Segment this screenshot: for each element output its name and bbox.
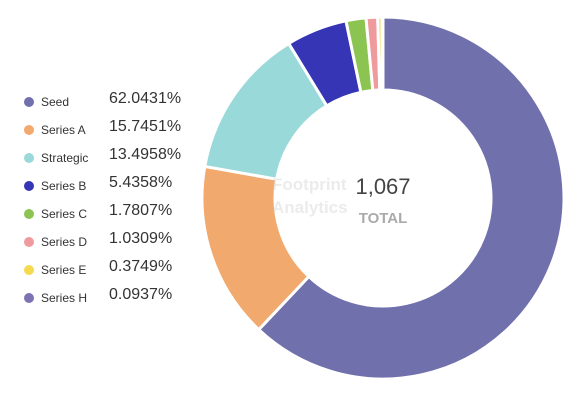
donut-slice-series-h[interactable] bbox=[380, 15, 385, 92]
legend-label: Series A bbox=[41, 123, 86, 137]
legend-dot-icon bbox=[24, 181, 34, 191]
legend-value: 62.0431% bbox=[109, 90, 182, 107]
donut-slices bbox=[200, 15, 566, 381]
legend-value: 5.4358% bbox=[109, 174, 173, 191]
legend-dot-icon bbox=[24, 209, 34, 219]
chart-legend: Seed 62.0431% Series A 15.7451% Strategic 13.… bbox=[22, 88, 212, 312]
donut-slice-seed[interactable] bbox=[257, 15, 566, 381]
legend-value: 13.4958% bbox=[109, 146, 182, 163]
legend-dot-icon bbox=[24, 237, 34, 247]
legend-value: 0.0937% bbox=[109, 286, 173, 303]
legend-value: 1.7807% bbox=[109, 202, 173, 219]
legend-dot-icon bbox=[24, 125, 34, 135]
legend-label: Seed bbox=[41, 95, 70, 109]
legend-item[interactable]: Series B 5.4358% bbox=[22, 172, 212, 200]
legend-item[interactable]: Series C 1.7807% bbox=[22, 200, 212, 228]
watermark-icon bbox=[223, 174, 257, 212]
center-total-value: 1,067 bbox=[355, 174, 410, 199]
legend-label: Series C bbox=[41, 207, 88, 221]
legend-item[interactable]: Series D 1.0309% bbox=[22, 228, 212, 256]
watermark-line1: Footprint bbox=[272, 175, 347, 194]
legend-dot-icon bbox=[24, 153, 34, 163]
center-total-label: TOTAL bbox=[359, 210, 408, 227]
legend-label: Strategic bbox=[41, 151, 89, 165]
watermark-logo: Footprint Analytics bbox=[223, 174, 348, 217]
legend-value: 15.7451% bbox=[109, 118, 182, 135]
legend-item[interactable]: Series E 0.3749% bbox=[22, 256, 212, 284]
legend-item[interactable]: Seed 62.0431% bbox=[22, 88, 212, 116]
legend-item[interactable]: Strategic 13.4958% bbox=[22, 144, 212, 172]
legend-dot-icon bbox=[24, 293, 34, 303]
watermark-line2: Analytics bbox=[272, 198, 348, 217]
legend-value: 0.3749% bbox=[109, 258, 173, 275]
legend-label: Series B bbox=[41, 179, 87, 193]
legend-label: Series D bbox=[41, 235, 88, 249]
legend-dot-icon bbox=[24, 97, 34, 107]
legend-label: Series E bbox=[41, 263, 87, 277]
legend-item[interactable]: Series H 0.0937% bbox=[22, 284, 212, 312]
legend-item[interactable]: Series A 15.7451% bbox=[22, 116, 212, 144]
legend-value: 1.0309% bbox=[109, 230, 173, 247]
legend-dot-icon bbox=[24, 265, 34, 275]
legend-label: Series H bbox=[41, 291, 88, 305]
